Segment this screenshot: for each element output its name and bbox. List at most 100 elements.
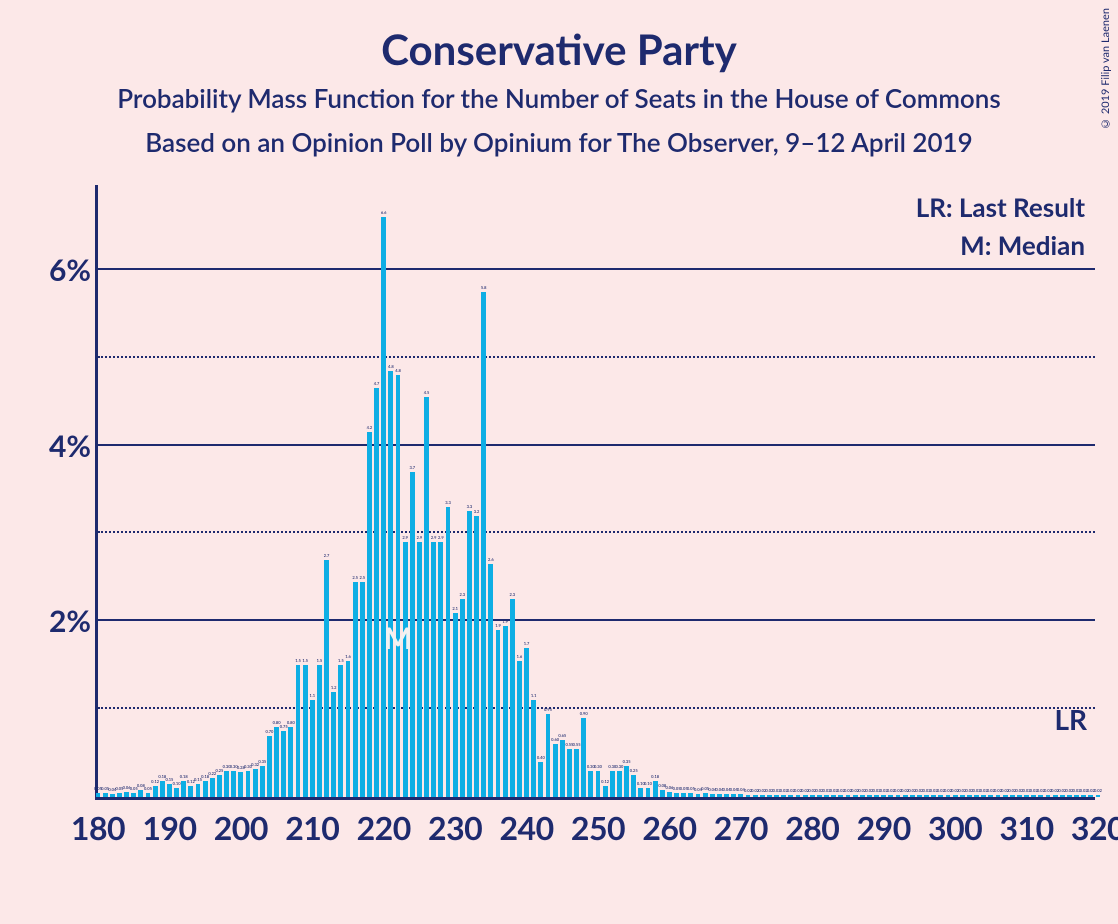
bar — [531, 700, 536, 797]
bar — [846, 795, 851, 797]
chart-subtitle-2: Based on an Opinion Poll by Opinium for … — [0, 114, 1118, 158]
bar-value-label: 5.8 — [481, 285, 487, 290]
x-axis-label: 220 — [357, 808, 411, 847]
bar — [417, 542, 422, 797]
bar — [346, 661, 351, 797]
bar — [653, 781, 658, 797]
bar — [838, 795, 843, 797]
bar — [1060, 795, 1065, 797]
bar-value-label: 1.6 — [345, 654, 351, 659]
bar — [538, 762, 543, 797]
median-marker: M — [384, 620, 412, 656]
bar-value-label: 0.75 — [280, 724, 288, 729]
bar — [696, 794, 701, 798]
bar-value-label: 0.18 — [180, 774, 188, 779]
bar — [603, 786, 608, 797]
bar-value-label: 0.60 — [551, 737, 559, 742]
bar-value-label: 0.65 — [558, 733, 566, 738]
bar — [310, 700, 315, 797]
bar — [631, 775, 636, 797]
bar — [517, 661, 522, 797]
bar — [903, 795, 908, 797]
bar — [567, 749, 572, 797]
bar-value-label: 0.10 — [173, 781, 181, 786]
x-axis-label: 210 — [285, 808, 339, 847]
bar — [124, 792, 129, 797]
bar-value-label: 3.2 — [474, 509, 480, 514]
bar — [717, 794, 722, 798]
x-axis-label: 300 — [928, 808, 982, 847]
bar — [1017, 795, 1022, 797]
x-axis-label: 320 — [1071, 808, 1118, 847]
bar-value-label: 2.9 — [402, 535, 408, 540]
bar — [953, 795, 958, 797]
bar-value-label: 3.3 — [467, 504, 473, 509]
bar — [981, 795, 986, 797]
bar — [560, 740, 565, 797]
x-axis-label: 270 — [714, 808, 768, 847]
bar-value-label: 0.35 — [623, 759, 631, 764]
bar — [288, 727, 293, 797]
x-axis-label: 230 — [428, 808, 482, 847]
bar — [988, 795, 993, 797]
bar-value-label: 0.95 — [544, 707, 552, 712]
bar-value-label: 2.9 — [438, 535, 444, 540]
bar — [910, 795, 915, 797]
legend-lr: LR: Last Result — [916, 191, 1085, 223]
bar — [896, 795, 901, 797]
bar — [824, 795, 829, 797]
bar-value-label: 4.8 — [388, 364, 394, 369]
bar — [267, 736, 272, 798]
bar-value-label: 0.18 — [651, 774, 659, 779]
x-axis-label: 180 — [71, 808, 125, 847]
bar — [974, 795, 979, 797]
bar-value-label: 4.8 — [395, 368, 401, 373]
chart-title: Conservative Party — [0, 0, 1118, 74]
bar — [1038, 795, 1043, 797]
bar — [746, 795, 751, 797]
bar — [481, 292, 486, 797]
bar — [196, 784, 201, 797]
bar — [146, 793, 151, 797]
bar-value-label: 1.6 — [517, 654, 523, 659]
bar-value-label: 0.80 — [287, 720, 295, 725]
bar — [1010, 795, 1015, 797]
bar — [260, 766, 265, 797]
bar — [817, 795, 822, 797]
bar-value-label: 0.10 — [644, 781, 652, 786]
gridline-minor — [98, 707, 1095, 709]
bar — [381, 217, 386, 797]
x-axis-label: 280 — [785, 808, 839, 847]
bar — [788, 795, 793, 797]
bar — [860, 795, 865, 797]
bar — [453, 613, 458, 798]
copyright-label: © 2019 Filip van Laenen — [1099, 8, 1112, 130]
bar — [224, 771, 229, 797]
bar-value-label: 0.25 — [630, 768, 638, 773]
x-axis-label: 250 — [571, 808, 625, 847]
bar — [674, 793, 679, 797]
x-axis-label: 190 — [142, 808, 196, 847]
bar — [160, 781, 165, 797]
bar-value-label: 0.05 — [144, 786, 152, 791]
bar-value-label: 2.1 — [452, 606, 458, 611]
bar — [117, 793, 122, 797]
bar — [174, 788, 179, 797]
bar — [960, 795, 965, 797]
bar — [881, 795, 886, 797]
bar — [238, 772, 243, 797]
bar-value-label: 1.9 — [502, 619, 508, 624]
bar — [738, 794, 743, 798]
bar-value-label: 1.2 — [331, 685, 337, 690]
bar — [638, 788, 643, 797]
bar-value-label: 3.3 — [445, 500, 451, 505]
bar — [1003, 795, 1008, 797]
bar-value-label: 2.3 — [509, 592, 515, 597]
bar — [1053, 795, 1058, 797]
bar — [610, 771, 615, 797]
bar — [253, 769, 258, 797]
bar — [731, 794, 736, 798]
bar — [996, 795, 1001, 797]
x-axis-label: 290 — [857, 808, 911, 847]
bar-value-label: 2.5 — [359, 575, 365, 580]
